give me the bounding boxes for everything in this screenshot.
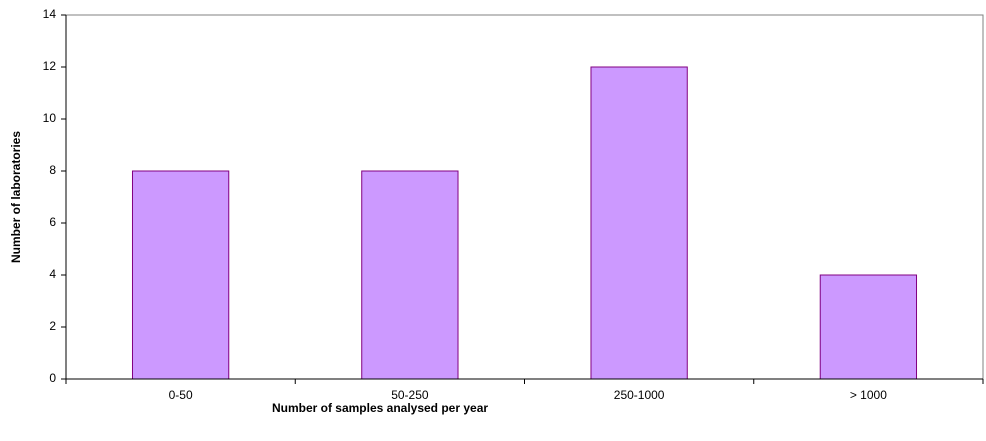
y-tick-label: 12 [43,59,57,73]
y-tick-label: 2 [49,319,56,333]
y-tick-label: 10 [43,111,57,125]
x-axis-title: Number of samples analysed per year [272,401,488,415]
bar [131,170,230,380]
y-tick-label: 0 [49,371,56,385]
y-tick-label: 14 [43,7,57,21]
bar [361,170,459,380]
x-tick-label: 250-1000 [614,388,665,402]
y-tick-label: 8 [49,163,56,177]
x-tick-label: 0-50 [169,388,193,402]
y-axis-title: Number of laboratories [9,131,23,263]
x-tick-label: 50-250 [391,388,429,402]
y-tick-label: 6 [49,215,56,229]
y-tick-label: 4 [49,267,56,281]
x-tick-label: > 1000 [850,388,887,402]
bar [590,66,688,380]
bar [819,274,918,380]
